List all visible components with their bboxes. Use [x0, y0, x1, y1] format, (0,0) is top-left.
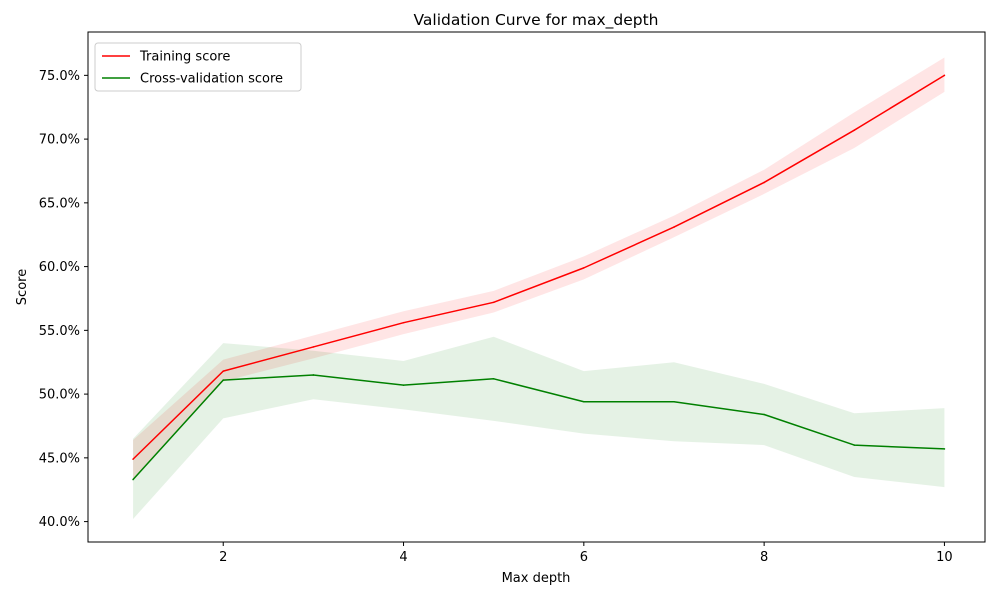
data-point-0-2 [312, 346, 315, 348]
y-axis-ticks: 40.0% 45.0% 50.0% 55.0% 60.0% 65.0% 70.0% 75.0% [39, 69, 88, 530]
data-point-1-3 [402, 384, 405, 386]
data-point-0-0 [132, 458, 134, 460]
data-point-0-8 [853, 129, 856, 131]
x-tick-label: 2 [219, 550, 227, 565]
data-point-1-9 [943, 448, 946, 450]
chart-title: Validation Curve for max_depth [414, 11, 659, 30]
series-line-0 [132, 74, 945, 460]
data-point-1-7 [763, 413, 765, 416]
y-tick-label: 50.0% [39, 388, 80, 403]
legend-box [94, 42, 302, 92]
data-point-0-7 [763, 181, 765, 184]
x-axis-label: Max depth [502, 571, 571, 586]
y-tick-label: 55.0% [39, 324, 80, 339]
y-tick-label: 40.0% [39, 515, 80, 530]
data-point-1-6 [673, 400, 675, 403]
data-point-1-0 [132, 478, 134, 481]
data-point-0-5 [583, 267, 585, 269]
series-lines [132, 74, 946, 481]
legend: Training score Cross-validation score [94, 42, 302, 92]
legend-label-0: Training score [139, 50, 230, 65]
y-tick-label: 65.0% [39, 196, 80, 211]
data-point-1-2 [312, 374, 315, 376]
series-line-1 [132, 374, 945, 481]
x-tick-label: 10 [936, 550, 953, 565]
x-tick-label: 8 [760, 550, 768, 565]
confidence-bands [133, 57, 945, 520]
data-point-1-1 [222, 379, 225, 381]
data-point-0-4 [492, 301, 495, 304]
data-point-0-1 [222, 370, 225, 372]
data-point-0-9 [943, 74, 946, 77]
y-axis-label: Score [15, 269, 30, 305]
data-point-1-8 [853, 444, 856, 446]
x-tick-label: 6 [580, 550, 588, 565]
data-point-0-3 [402, 321, 405, 324]
y-tick-label: 75.0% [39, 69, 80, 84]
y-tick-label: 70.0% [39, 133, 80, 148]
plot-area-frame [87, 31, 986, 543]
confidence-band-1 [133, 336, 945, 520]
legend-label-1: Cross-validation score [140, 72, 283, 87]
data-point-1-4 [492, 378, 495, 380]
x-tick-label: 4 [399, 550, 407, 565]
data-point-1-5 [583, 400, 585, 403]
x-axis-ticks: 2 4 6 8 10 [219, 542, 953, 565]
data-point-0-6 [673, 226, 675, 228]
y-tick-label: 60.0% [39, 260, 80, 275]
y-tick-label: 45.0% [39, 451, 80, 466]
